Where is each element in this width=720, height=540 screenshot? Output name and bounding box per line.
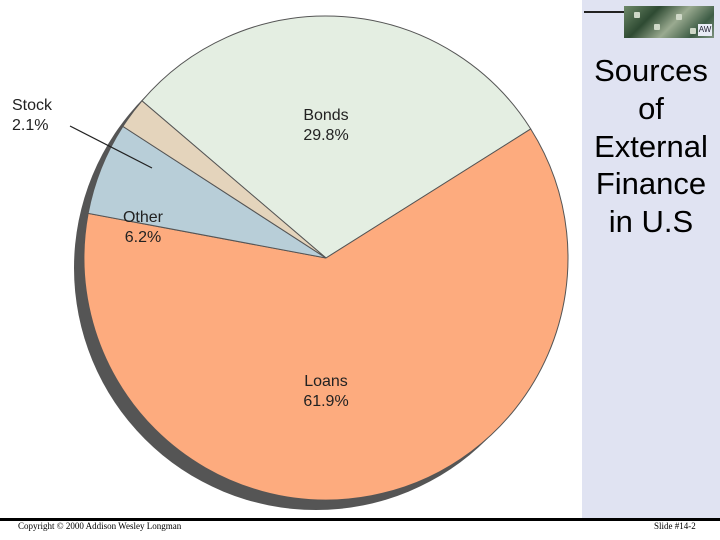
slide-number: Slide #14-2: [654, 521, 696, 531]
pie-chart: Bonds 29.8% Loans 61.9% Other 6.2% Stock 2.1%: [12, 15, 569, 510]
slice-value-other: 6.2%: [125, 229, 161, 246]
slice-label-bonds: Bonds: [303, 107, 348, 124]
pie-slice-bonds: [141, 15, 532, 259]
slide-title: Sources of External Finance in U.S: [594, 53, 708, 240]
slice-value-loans: 61.9%: [303, 393, 348, 410]
pie-labels: Bonds 29.8% Loans 61.9% Other 6.2% Stock 2.1%: [12, 97, 349, 410]
decorative-rule: [584, 11, 624, 13]
slice-value-stock: 2.1%: [12, 117, 48, 134]
pie-slices: [83, 15, 569, 501]
footer-rule: [0, 518, 720, 521]
copyright-text: Copyright © 2000 Addison Wesley Longman: [18, 521, 182, 531]
slice-label-other: Other: [123, 209, 164, 226]
decorative-photo: AW: [624, 6, 714, 38]
stock-leader-line: [69, 125, 153, 169]
pie-slice-loans: [83, 128, 569, 501]
slice-label-loans: Loans: [304, 373, 348, 390]
slice-label-stock: Stock: [12, 97, 53, 114]
pie-slice-stock: [122, 100, 327, 259]
side-panel: [582, 0, 720, 518]
logo-icon: AW: [698, 24, 712, 36]
slice-value-bonds: 29.8%: [303, 127, 348, 144]
